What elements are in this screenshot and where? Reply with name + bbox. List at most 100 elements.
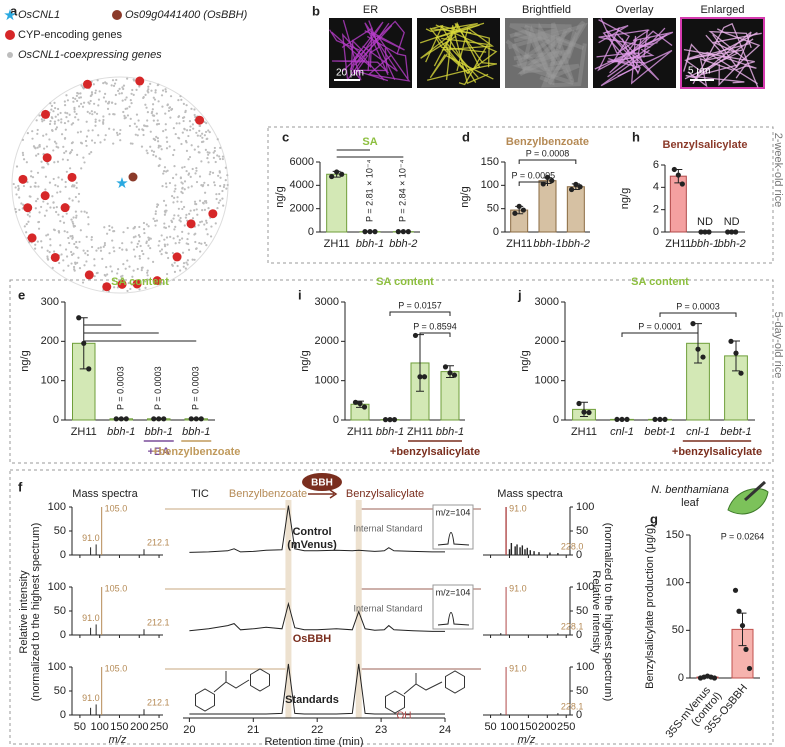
y-axis-label: (normalized to the highest spectrum) xyxy=(30,523,42,702)
coexpressed-gene xyxy=(213,181,216,184)
micrograph-texture xyxy=(454,23,498,71)
coexpressed-gene xyxy=(117,89,120,92)
coexpressed-gene xyxy=(121,86,124,89)
coexpressed-gene xyxy=(151,103,155,106)
coexpressed-gene xyxy=(14,210,18,213)
cyp-gene xyxy=(102,282,112,292)
data-point xyxy=(657,416,663,423)
coexpressed-gene xyxy=(128,105,131,108)
coexpressed-gene xyxy=(74,210,78,213)
data-point xyxy=(652,416,658,423)
coexpressed-gene xyxy=(72,100,75,103)
coexpressed-gene xyxy=(189,125,192,128)
coexpressed-gene xyxy=(205,201,208,204)
coexpressed-gene xyxy=(164,182,168,185)
y-tick-label: 100 xyxy=(576,661,594,673)
coexpressed-gene xyxy=(181,237,184,240)
coexpressed-gene xyxy=(122,231,125,234)
inset xyxy=(432,504,474,550)
coexpressed-gene xyxy=(183,180,187,183)
coexpressed-gene xyxy=(185,149,189,153)
coexpressed-gene xyxy=(189,175,192,178)
peak-label: 212.1 xyxy=(147,618,170,628)
coexpressed-gene xyxy=(79,96,83,99)
coexpressed-gene xyxy=(205,122,208,125)
coexpressed-gene xyxy=(224,179,227,182)
coexpressed-gene xyxy=(68,167,72,170)
micrograph-texture xyxy=(367,35,411,82)
coexpressed-gene xyxy=(176,196,179,199)
coexpressed-gene xyxy=(162,130,165,133)
data-point xyxy=(544,174,551,180)
coexpressed-gene xyxy=(124,116,127,119)
coexpressed-gene xyxy=(64,111,67,114)
coexpressed-gene xyxy=(170,107,174,111)
coexpressed-gene xyxy=(25,161,28,164)
coexpressed-gene xyxy=(202,202,205,205)
panel-label: g xyxy=(650,511,658,526)
comparison-bracket xyxy=(518,159,577,164)
y-axis-label: ng/g xyxy=(19,350,31,371)
coexpressed-gene xyxy=(178,241,181,244)
data-point xyxy=(361,404,368,410)
comparison-bracket xyxy=(518,181,548,186)
coexpressed-gene xyxy=(18,208,21,211)
peak-label: 91.0 xyxy=(82,693,100,703)
coexpressed-gene xyxy=(59,244,62,247)
coexpressed-gene xyxy=(43,119,46,122)
coexpressed-gene xyxy=(51,195,54,198)
leaf-icon xyxy=(727,488,769,515)
coexpressed-gene xyxy=(76,99,79,102)
coexpressed-gene xyxy=(205,244,208,247)
coexpressed-gene xyxy=(156,119,159,122)
coexpressed-gene xyxy=(163,166,167,169)
data-point xyxy=(581,409,587,415)
inset-peak xyxy=(437,532,470,546)
coexpressed-gene xyxy=(44,188,47,191)
coexpressed-gene xyxy=(62,269,65,272)
coexpressed-gene xyxy=(36,171,40,174)
coexpressed-gene xyxy=(195,169,198,172)
coexpressed-gene xyxy=(221,197,224,200)
data-point xyxy=(198,416,204,422)
coexpressed-gene xyxy=(97,98,101,101)
y-tick-label: 50 xyxy=(54,525,66,537)
y-tick-label: 50 xyxy=(487,203,499,215)
coexpressed-gene xyxy=(194,232,197,235)
coexpressed-gene xyxy=(86,253,89,257)
coexpressed-gene xyxy=(206,156,209,160)
bar xyxy=(326,173,348,233)
coexpressed-gene xyxy=(65,255,69,258)
coexpressed-gene xyxy=(146,111,149,114)
y-axis-label: ng/g xyxy=(274,186,286,207)
coexpressed-gene xyxy=(156,203,160,206)
coexpressed-gene xyxy=(87,129,90,132)
coexpressed-gene xyxy=(46,202,49,205)
data-point xyxy=(118,416,124,422)
coexpressed-gene xyxy=(35,154,38,157)
coexpressed-gene xyxy=(144,93,147,96)
coexpressed-gene xyxy=(78,96,81,99)
coexpressed-gene xyxy=(65,150,68,153)
coexpressed-gene xyxy=(178,122,181,125)
tic-trace xyxy=(189,601,445,632)
coexpressed-gene xyxy=(181,187,184,190)
image-title: ER xyxy=(363,4,378,16)
coexpressed-gene xyxy=(154,224,157,227)
coexpressed-gene xyxy=(167,109,171,112)
micrograph-texture xyxy=(331,27,373,69)
coexpressed-gene xyxy=(70,218,73,221)
coexpressed-gene xyxy=(165,136,168,139)
coexpressed-gene xyxy=(193,200,197,203)
coexpressed-gene xyxy=(154,212,157,216)
coexpressed-gene xyxy=(66,112,69,115)
coexpressed-gene xyxy=(195,167,198,170)
y-tick-label: 2000 xyxy=(290,203,314,215)
coexpressed-gene xyxy=(194,202,197,206)
coexpressed-gene xyxy=(57,119,60,122)
treatment-label: +BA xyxy=(148,446,170,458)
coexpressed-gene xyxy=(40,160,43,163)
coexpressed-gene xyxy=(179,216,182,220)
coexpressed-gene xyxy=(79,229,82,232)
data-point xyxy=(695,346,701,352)
